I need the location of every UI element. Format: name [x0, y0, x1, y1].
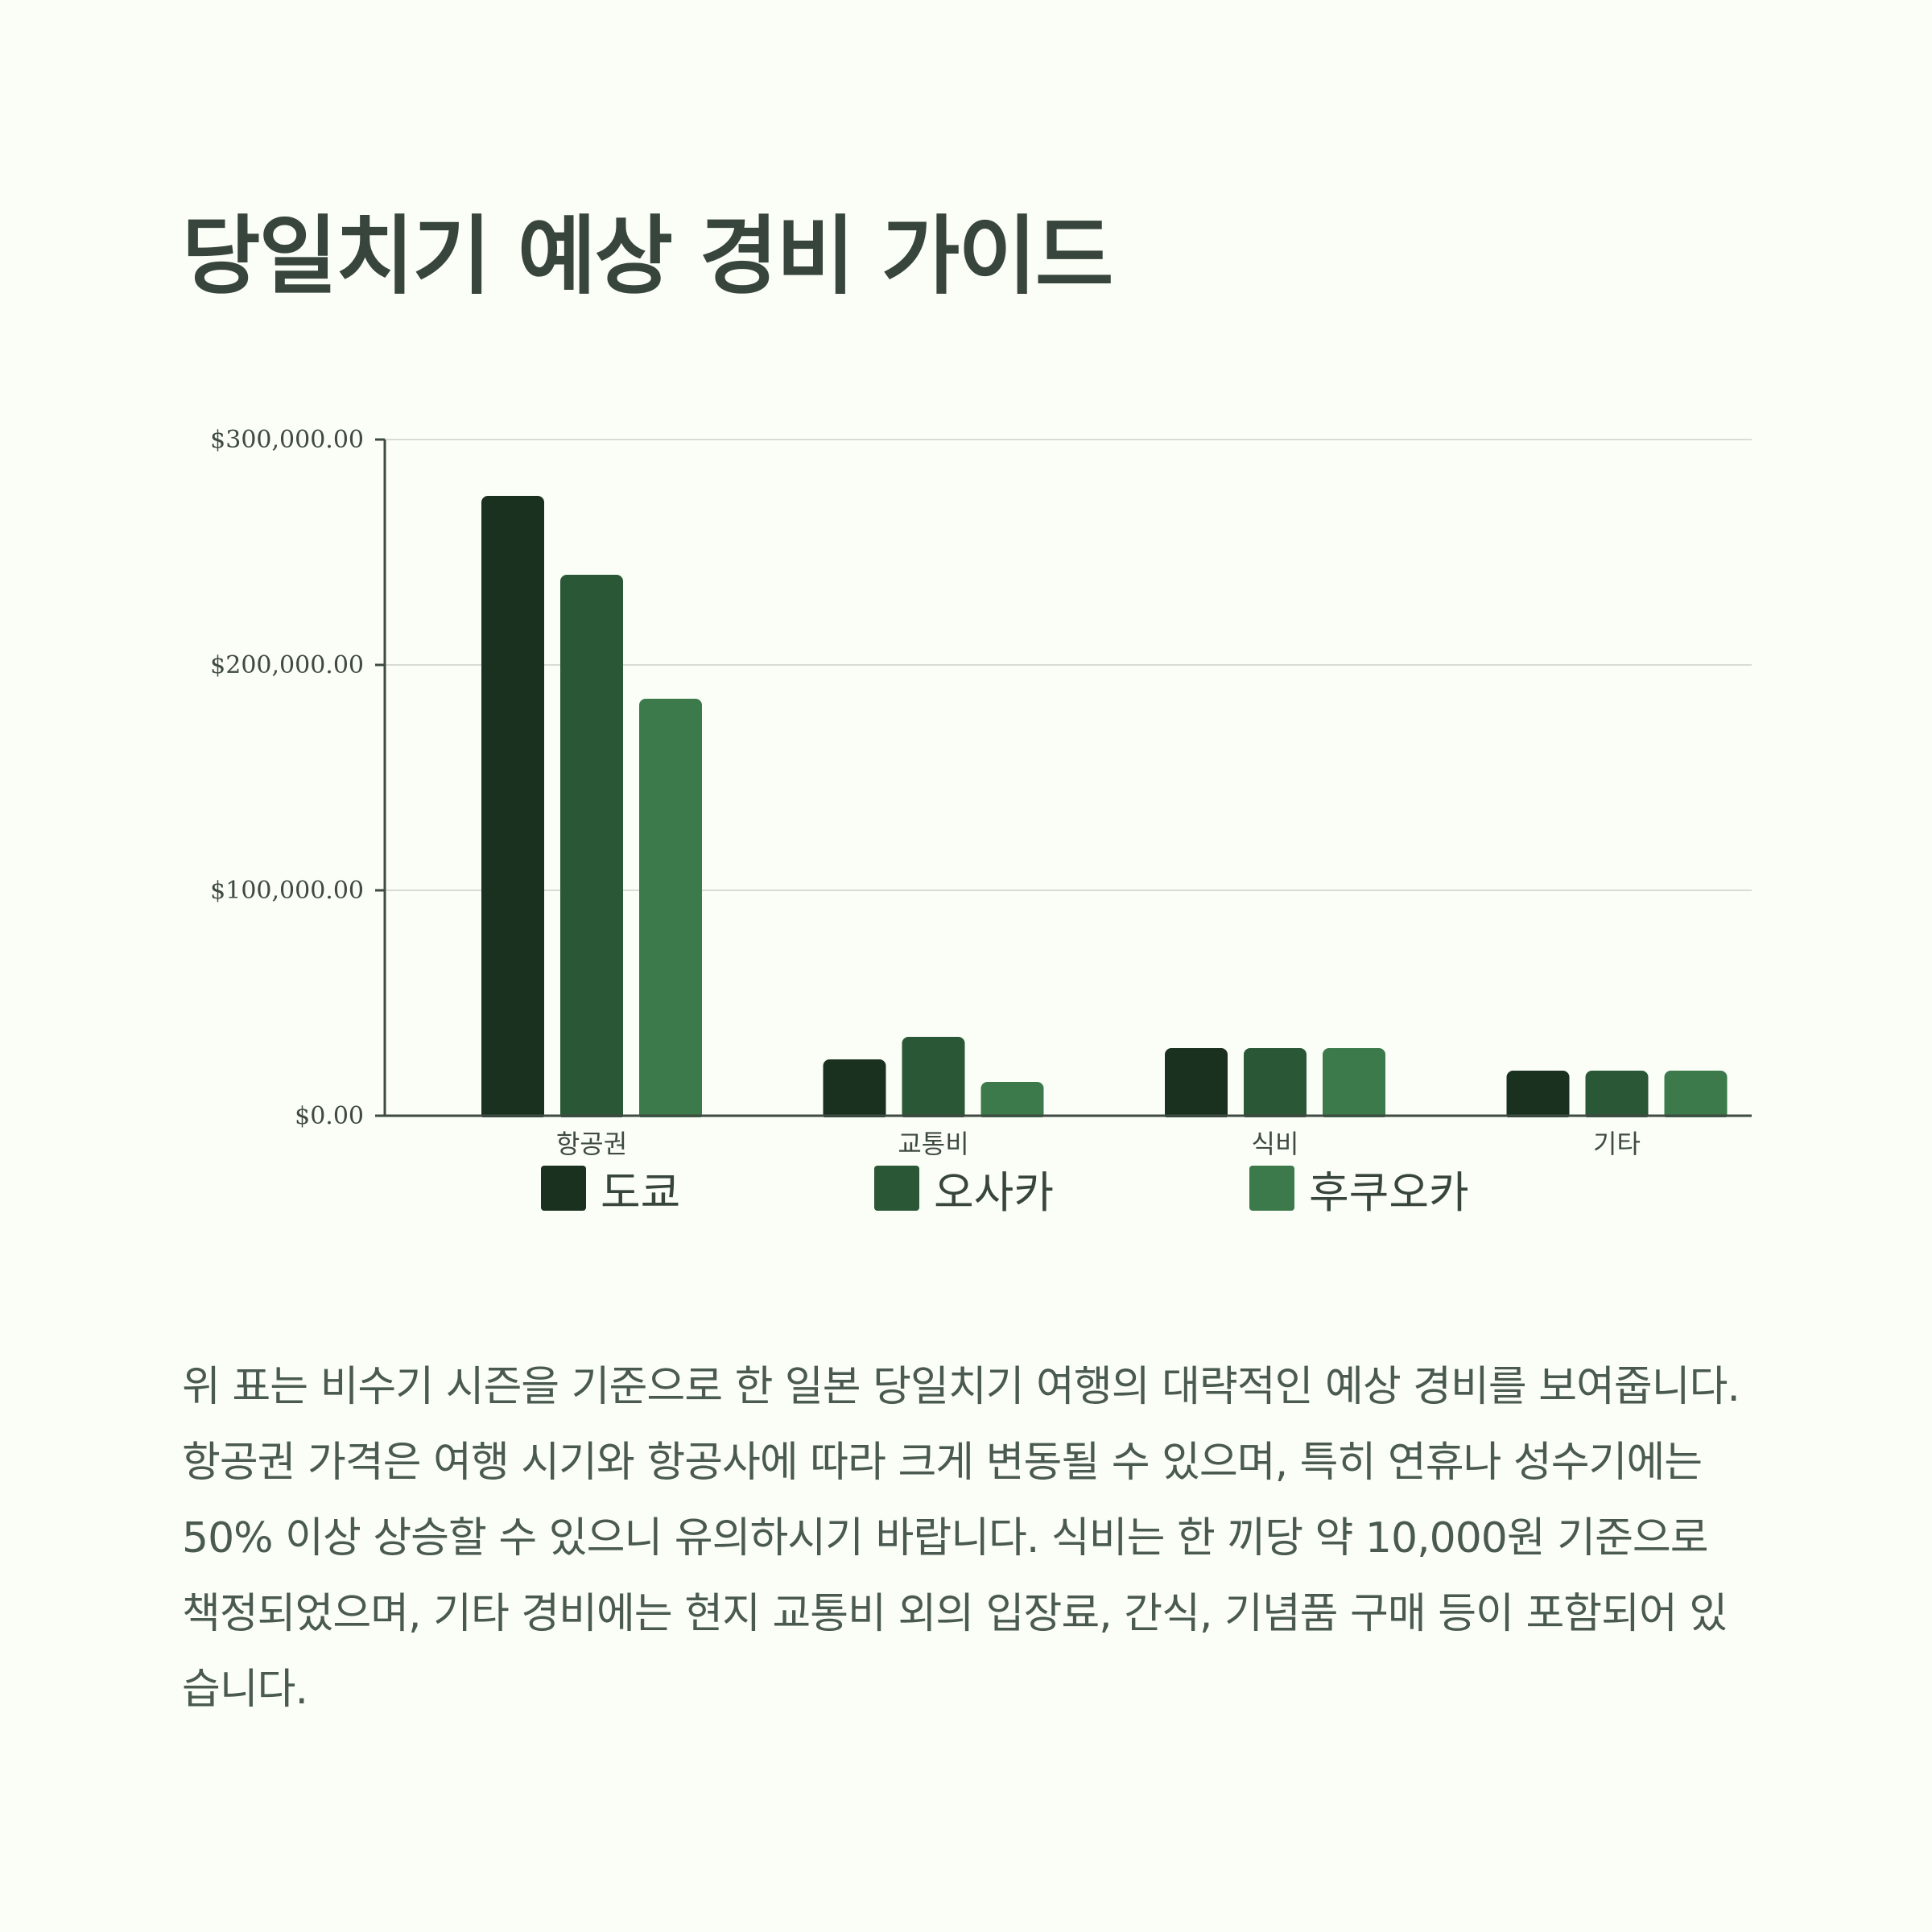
bar: [1165, 1048, 1228, 1121]
y-tick-label: $0.00: [295, 1102, 364, 1130]
bar: [902, 1037, 965, 1121]
legend-label-osaka: 오사카: [934, 1166, 1055, 1218]
bar: [823, 1059, 886, 1121]
legend-swatch-osaka: [874, 1166, 919, 1211]
legend-swatch-fukuoka: [1249, 1166, 1294, 1211]
y-tick-label: $300,000.00: [210, 426, 364, 454]
x-tick-label: 식비: [1252, 1129, 1299, 1159]
legend-label-tokyo: 도쿄: [601, 1166, 681, 1218]
bar: [560, 575, 623, 1121]
chart-legend: 도쿄 오사카 후쿠오카: [0, 1156, 1932, 1220]
y-tick-label: $100,000.00: [210, 877, 364, 905]
description-text: 위 표는 비수기 시즌을 기준으로 한 일본 당일치기 여행의 대략적인 예상 …: [182, 1363, 1740, 1714]
legend-swatch-tokyo: [541, 1166, 586, 1211]
bar: [1506, 1071, 1570, 1121]
legend-label-fukuoka: 후쿠오카: [1309, 1166, 1469, 1218]
bar: [481, 496, 544, 1121]
legend-item-osaka: 오사카: [874, 1156, 1054, 1220]
bar: [1244, 1048, 1307, 1121]
x-tick-label: 항공권: [556, 1129, 627, 1159]
bar: [639, 699, 702, 1121]
legend-item-fukuoka: 후쿠오카: [1249, 1156, 1469, 1220]
bar: [1664, 1071, 1728, 1121]
bar-chart: $0.00 $100,000.00 $200,000.00 $300,000.00 항공…: [210, 426, 1753, 1159]
legend-item-tokyo: 도쿄: [541, 1156, 680, 1220]
x-tick-label: 기타: [1593, 1129, 1641, 1159]
bar: [980, 1082, 1044, 1121]
bar: [1323, 1048, 1385, 1121]
bar: [1585, 1071, 1649, 1121]
bar-chart-svg: $0.00 $100,000.00 $200,000.00 $300,000.00 항공…: [210, 426, 1753, 1159]
y-tick-label: $200,000.00: [210, 651, 364, 679]
page-title: 당일치기 예상 경비 가이드: [182, 207, 1113, 306]
axis-mask: [383, 1117, 1753, 1127]
x-tick-label: 교통비: [898, 1129, 968, 1159]
